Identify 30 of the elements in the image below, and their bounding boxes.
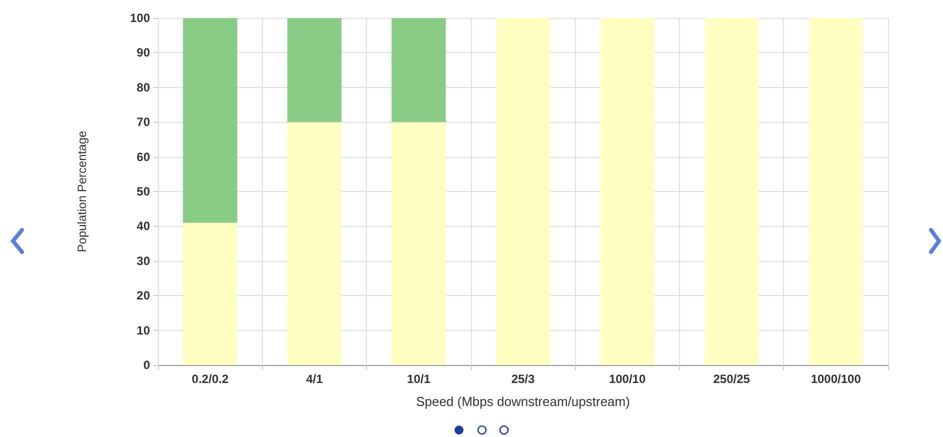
y-tick-label: 10 [136, 323, 150, 338]
bar [496, 18, 550, 365]
y-tick-label: 80 [136, 80, 150, 94]
bar [392, 18, 446, 122]
x-tick-label: 25/3 [511, 372, 535, 386]
y-axis-title: Population Percentage [75, 130, 89, 252]
y-tick-label: 20 [136, 288, 150, 303]
x-tick-label: 100/10 [608, 372, 646, 386]
x-tick-label: 1000/100 [810, 372, 862, 386]
y-tick-label: 30 [136, 254, 150, 268]
x-axis-title: Speed (Mbps downstream/upstream) [416, 394, 630, 409]
y-tick-label: 60 [136, 150, 150, 164]
bar [183, 18, 238, 223]
bar [808, 18, 863, 365]
bar [704, 18, 759, 365]
bar [392, 122, 446, 365]
x-tick-label: 0.2/0.2 [192, 372, 229, 386]
y-tick-label: 50 [136, 184, 150, 198]
x-tick-label: 4/1 [306, 372, 324, 386]
y-tick-label: 0 [143, 358, 150, 372]
x-tick-label: 10/1 [407, 372, 431, 386]
y-tick-label: 40 [136, 219, 150, 234]
y-tick-label: 70 [136, 115, 150, 130]
bar [600, 18, 654, 365]
bar [183, 222, 238, 365]
bar [287, 18, 342, 122]
y-tick-label: 90 [136, 46, 150, 60]
bar [287, 122, 342, 365]
x-tick-label: 250/25 [713, 372, 750, 386]
y-tick-label: 100 [130, 11, 150, 25]
